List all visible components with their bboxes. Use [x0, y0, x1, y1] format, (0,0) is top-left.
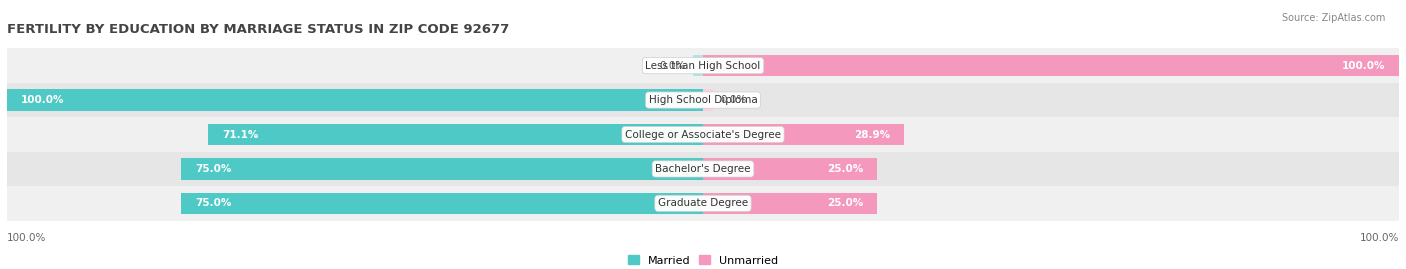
Text: 100.0%: 100.0%	[1341, 61, 1385, 71]
Text: FERTILITY BY EDUCATION BY MARRIAGE STATUS IN ZIP CODE 92677: FERTILITY BY EDUCATION BY MARRIAGE STATU…	[7, 23, 509, 36]
Bar	[7, 186, 1399, 221]
Text: 0.0%: 0.0%	[720, 95, 747, 105]
Text: High School Diploma: High School Diploma	[648, 95, 758, 105]
Text: 100.0%: 100.0%	[21, 95, 65, 105]
Text: 28.9%: 28.9%	[853, 129, 890, 140]
Text: 25.0%: 25.0%	[827, 198, 863, 208]
Bar	[7, 48, 1399, 83]
Text: 75.0%: 75.0%	[195, 198, 232, 208]
Bar	[208, 124, 703, 145]
Legend: Married, Unmarried: Married, Unmarried	[623, 251, 783, 269]
Text: College or Associate's Degree: College or Associate's Degree	[626, 129, 780, 140]
Bar	[7, 152, 1399, 186]
Text: 0.0%: 0.0%	[659, 61, 686, 71]
Bar	[7, 117, 1399, 152]
Text: 100.0%: 100.0%	[1360, 233, 1399, 243]
Text: 75.0%: 75.0%	[195, 164, 232, 174]
Bar	[703, 55, 1399, 76]
Bar	[703, 158, 877, 180]
Text: Graduate Degree: Graduate Degree	[658, 198, 748, 208]
Bar	[703, 193, 877, 214]
Bar	[703, 124, 904, 145]
Text: 25.0%: 25.0%	[827, 164, 863, 174]
Text: Less than High School: Less than High School	[645, 61, 761, 71]
Bar	[7, 89, 703, 111]
Bar	[181, 193, 703, 214]
Bar	[693, 55, 703, 76]
Text: 71.1%: 71.1%	[222, 129, 259, 140]
Text: Source: ZipAtlas.com: Source: ZipAtlas.com	[1281, 13, 1385, 23]
Bar	[703, 89, 713, 111]
Text: Bachelor's Degree: Bachelor's Degree	[655, 164, 751, 174]
Bar	[181, 158, 703, 180]
Bar	[7, 83, 1399, 117]
Text: 100.0%: 100.0%	[7, 233, 46, 243]
